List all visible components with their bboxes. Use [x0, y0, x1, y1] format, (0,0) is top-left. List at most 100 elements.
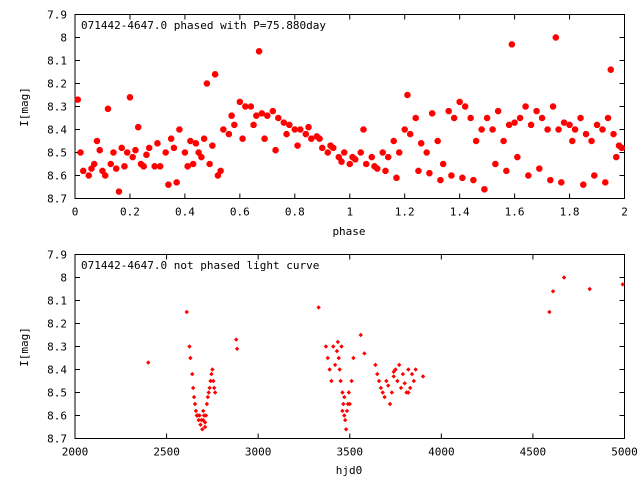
data-point [297, 126, 304, 133]
data-point [412, 114, 419, 122]
data-point [316, 305, 321, 310]
data-point [196, 417, 201, 423]
data-point [577, 114, 584, 122]
data-point [407, 385, 413, 391]
data-point [385, 153, 392, 161]
data-point [409, 371, 415, 377]
data-point [536, 165, 543, 172]
data-point [516, 114, 524, 122]
data-point [387, 401, 393, 407]
data-point [514, 153, 521, 161]
data-point [376, 378, 382, 384]
y-tick-label: 8.1 [47, 55, 67, 68]
data-point [234, 346, 240, 351]
data-point [239, 135, 246, 142]
data-point [203, 413, 209, 418]
data-point [80, 167, 87, 175]
data-point [283, 130, 290, 138]
data-point [124, 149, 131, 156]
data-point [395, 378, 400, 384]
data-point [591, 172, 598, 179]
y-tick-label: 8.1 [47, 295, 67, 308]
data-point [588, 137, 595, 145]
data-point [194, 413, 200, 418]
data-point [339, 344, 344, 349]
data-point [294, 142, 301, 149]
data-point [336, 355, 341, 361]
data-point [302, 130, 309, 138]
data-point [599, 126, 606, 133]
data-point [327, 367, 332, 372]
data-point [341, 149, 348, 156]
data-point [209, 371, 214, 377]
data-point [396, 149, 403, 156]
data-point [143, 151, 150, 158]
data-points [74, 34, 625, 195]
data-point [190, 371, 195, 377]
data-point [93, 137, 101, 145]
data-point [207, 385, 212, 391]
data-point [331, 344, 336, 349]
data-point [344, 408, 350, 414]
x-tick-label: 3000 [245, 446, 272, 459]
data-point [154, 140, 161, 147]
data-point [566, 121, 573, 129]
data-point [231, 121, 238, 129]
data-point [107, 160, 114, 168]
data-point [197, 413, 202, 418]
data-point [129, 153, 136, 161]
data-point [527, 121, 535, 129]
chart-title: 071442-4647.0 not phased light curve [81, 259, 319, 272]
data-point [184, 163, 191, 170]
x-tick-label: 0.6 [230, 206, 250, 219]
x-tick-label: 4500 [520, 446, 547, 459]
data-point [382, 167, 389, 175]
data-point [418, 140, 425, 147]
data-point [341, 401, 346, 407]
x-tick-label: 1.8 [560, 206, 580, 219]
data-point [206, 390, 211, 395]
data-point [327, 142, 334, 149]
data-point [305, 124, 312, 131]
data-point [193, 408, 199, 414]
data-point [323, 344, 329, 349]
data-point [110, 149, 117, 156]
x-tick-label: 0.2 [120, 206, 140, 219]
y-tick-label: 8.7 [47, 193, 67, 206]
data-point [358, 332, 363, 338]
data-point [382, 394, 387, 400]
data-point [558, 179, 565, 186]
data-point [593, 121, 601, 129]
data-point [555, 126, 562, 133]
x-tick-label: 2500 [153, 446, 180, 459]
data-point [342, 413, 347, 418]
data-point [212, 390, 218, 395]
data-point [522, 103, 529, 110]
y-tick-label: 7.9 [47, 249, 67, 262]
data-point [508, 41, 515, 48]
data-point [580, 181, 587, 188]
y-axis-label: I[mag] [18, 87, 31, 127]
data-point [233, 337, 239, 342]
y-tick-label: 8.2 [47, 78, 67, 91]
data-point [610, 130, 617, 138]
data-point [375, 371, 380, 377]
data-point [208, 378, 213, 384]
data-point [357, 149, 364, 156]
data-point [380, 390, 385, 395]
data-point [319, 144, 326, 152]
data-point [135, 124, 142, 131]
data-point [411, 378, 417, 384]
data-point [201, 408, 206, 414]
data-point [538, 114, 546, 122]
data-point [212, 385, 217, 391]
y-tick-label: 8.3 [47, 341, 67, 354]
data-point [184, 309, 189, 315]
data-point [337, 367, 342, 372]
data-point [426, 170, 433, 177]
x-tick-labels: 0 0.2 0.4 0.6 0.8 1 1.2 1.4 1.6 1.8 2 [72, 206, 628, 219]
data-point [342, 417, 348, 423]
x-tick-label: 1.2 [395, 206, 415, 219]
data-point [415, 167, 422, 175]
